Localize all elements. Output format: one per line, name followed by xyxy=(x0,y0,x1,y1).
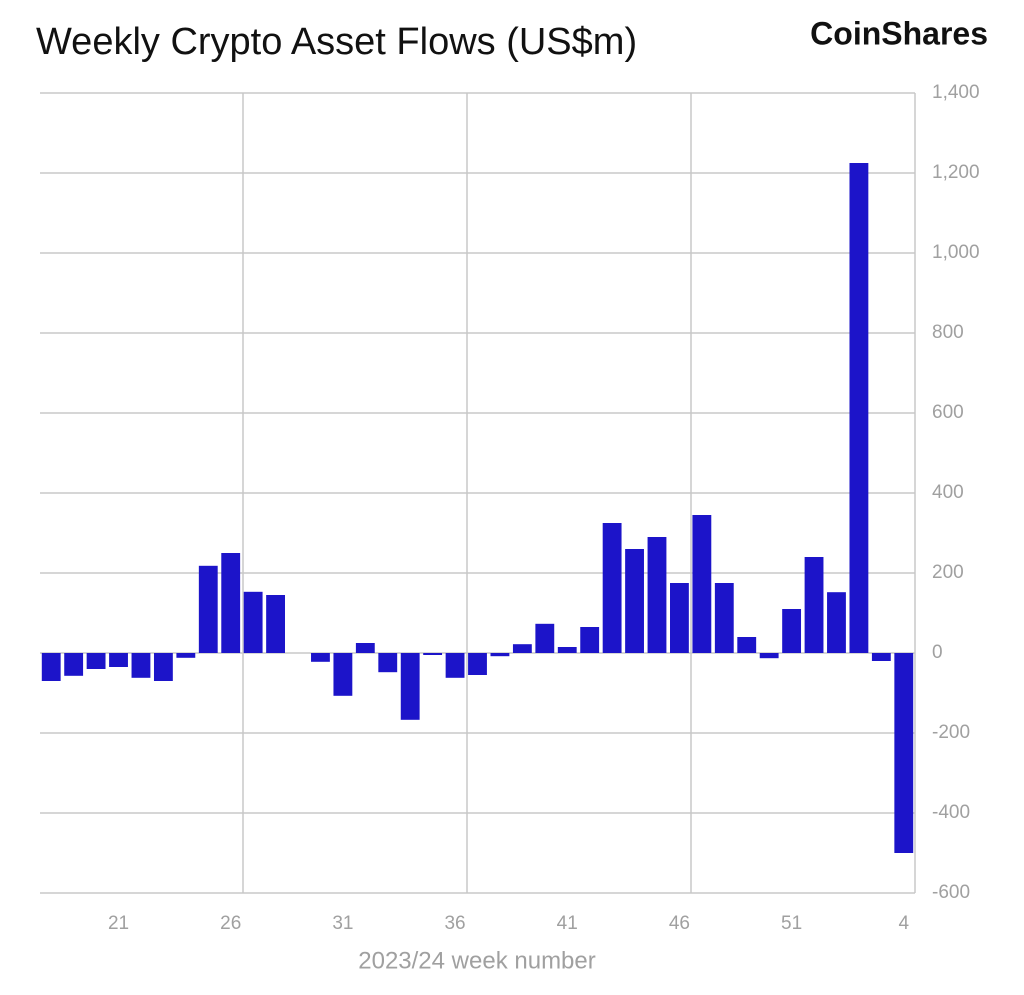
bar xyxy=(759,653,779,659)
bar xyxy=(647,537,667,653)
x-tick-label: 36 xyxy=(444,913,465,934)
bar xyxy=(445,653,465,678)
bar xyxy=(176,653,196,658)
brand-logo: CoinShares xyxy=(810,15,988,51)
y-tick-label: 1,200 xyxy=(932,162,980,183)
bar xyxy=(894,653,914,853)
y-tick-label: -200 xyxy=(932,722,970,743)
bar xyxy=(849,163,869,653)
bar xyxy=(131,653,151,678)
bar xyxy=(580,627,600,653)
bar xyxy=(423,653,443,655)
x-tick-label: 51 xyxy=(781,913,802,934)
y-tick-label: 1,400 xyxy=(932,82,980,103)
bar xyxy=(827,592,846,653)
bar xyxy=(737,637,757,653)
bar xyxy=(198,565,218,653)
bar xyxy=(221,553,241,653)
bar xyxy=(243,591,263,653)
bar xyxy=(109,653,128,667)
chart-title: Weekly Crypto Asset Flows (US$m) xyxy=(36,21,637,63)
y-tick-label: -400 xyxy=(932,802,970,823)
x-tick-label: 46 xyxy=(669,913,690,934)
bar xyxy=(266,595,285,653)
bar xyxy=(311,653,330,662)
bar xyxy=(512,644,532,653)
bar xyxy=(871,653,891,661)
bar xyxy=(86,653,106,669)
bar xyxy=(670,583,689,653)
y-tick-label: -600 xyxy=(932,882,970,903)
x-tick-label: 4 xyxy=(898,913,909,934)
y-tick-label: 600 xyxy=(932,402,964,423)
bar xyxy=(602,523,622,653)
bar xyxy=(804,557,824,653)
bar xyxy=(153,653,173,681)
bar xyxy=(378,653,398,673)
x-axis-title: 2023/24 week number xyxy=(358,947,596,974)
bar xyxy=(782,609,802,653)
bar xyxy=(468,653,487,675)
bar xyxy=(557,647,577,653)
bar xyxy=(692,515,712,653)
bar xyxy=(535,623,555,653)
y-tick-label: 400 xyxy=(932,482,964,503)
x-tick-label: 31 xyxy=(332,913,353,934)
bar xyxy=(400,653,420,720)
x-tick-label: 21 xyxy=(108,913,129,934)
x-tick-label: 26 xyxy=(220,913,241,934)
y-tick-label: 800 xyxy=(932,322,964,343)
bar xyxy=(333,653,353,696)
y-tick-label: 1,000 xyxy=(932,242,980,263)
bar xyxy=(490,653,510,657)
y-tick-label: 0 xyxy=(932,642,943,663)
bar xyxy=(64,653,84,676)
bar xyxy=(714,583,734,653)
grid xyxy=(40,92,915,894)
y-tick-label: 200 xyxy=(932,562,964,583)
x-tick-label: 41 xyxy=(557,913,578,934)
bar xyxy=(41,653,61,681)
bar xyxy=(355,643,375,653)
bar xyxy=(625,549,644,653)
